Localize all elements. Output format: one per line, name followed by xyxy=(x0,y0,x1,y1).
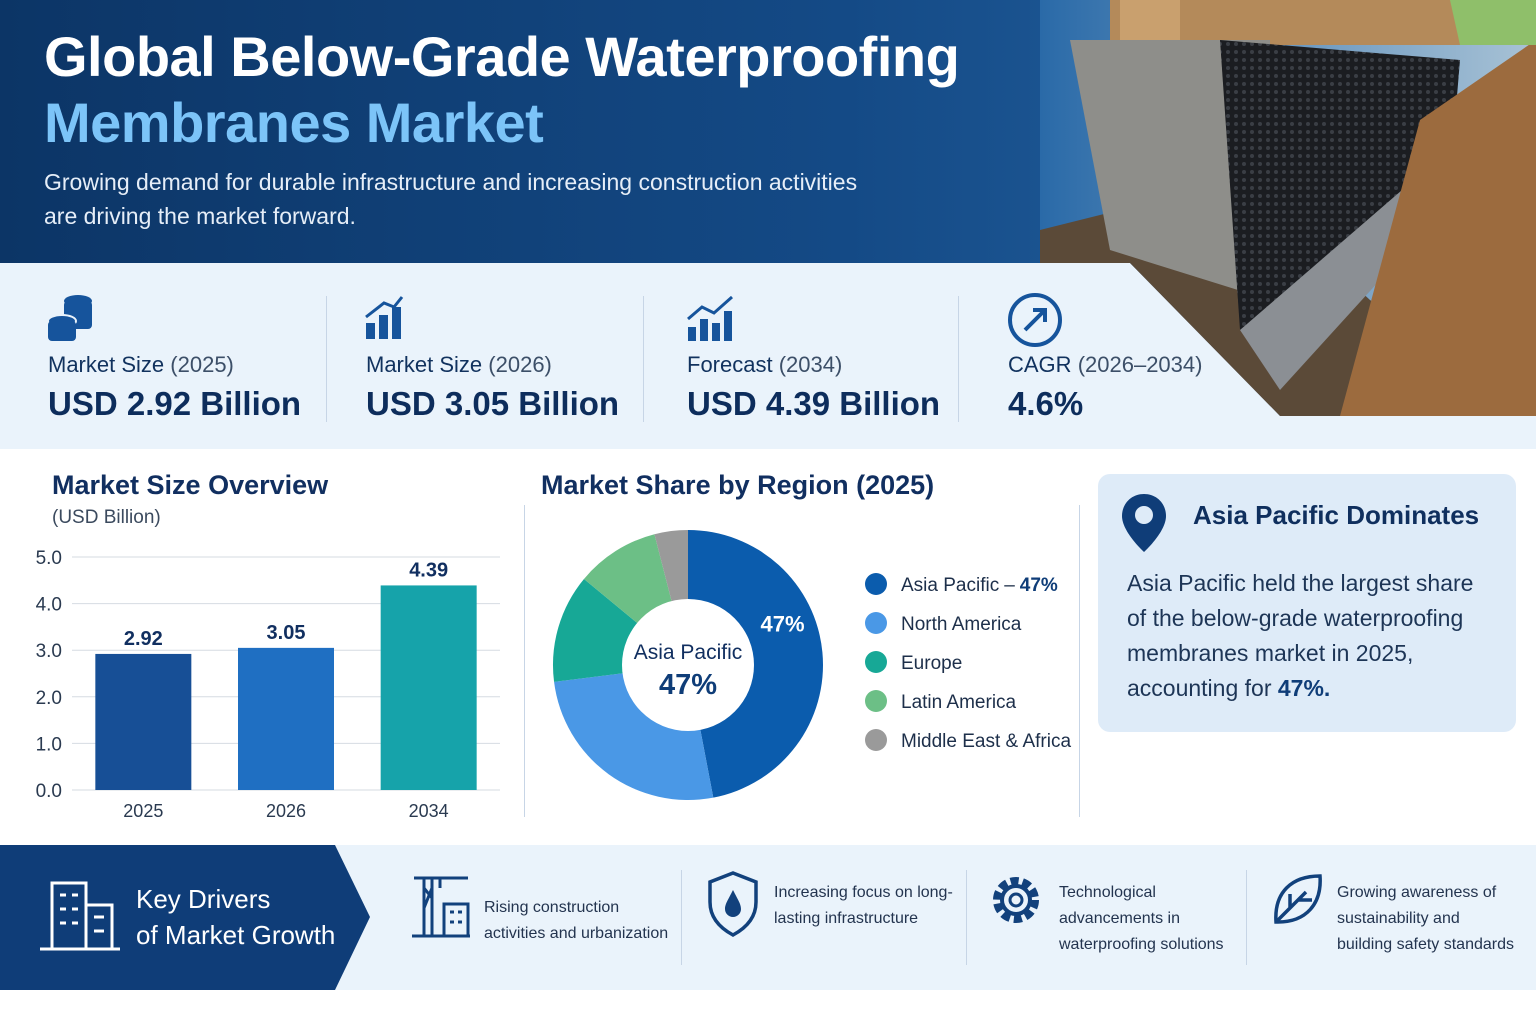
drivers-banner xyxy=(0,845,370,990)
separator xyxy=(958,296,959,422)
title: Membranes Market xyxy=(44,91,544,154)
slice-label: 47% xyxy=(761,612,805,637)
bar xyxy=(380,585,477,790)
separator xyxy=(681,870,682,965)
separator xyxy=(966,870,967,965)
y-tick-label: 3.0 xyxy=(36,641,62,662)
separator xyxy=(326,296,327,422)
stat-value: USD 3.05 Billion xyxy=(366,385,620,422)
stat-value: USD 2.92 Billion xyxy=(48,385,302,422)
chart-title: Market Size Overview xyxy=(52,470,329,500)
crane-icon xyxy=(412,876,470,938)
legend-label: Latin America xyxy=(901,692,1017,713)
callout-highlight: 47%. xyxy=(1277,675,1331,701)
center-label: Asia Pacific xyxy=(634,641,743,664)
chart-icon xyxy=(365,296,404,339)
driver-text: Rising construction activities and urban… xyxy=(484,899,669,942)
stat-label-text: Market Size xyxy=(48,352,165,377)
shield-icon xyxy=(708,871,758,937)
driver-text: Growing awareness of sustainability and … xyxy=(1337,884,1514,953)
callout-title: Asia Pacific Dominates xyxy=(1193,500,1480,530)
legend-label: North America xyxy=(901,614,1022,635)
legend-name: North America xyxy=(901,614,1022,635)
legend-label: Europe xyxy=(901,653,962,674)
stat-label-text: CAGR xyxy=(1008,352,1072,377)
legend-name: Latin America xyxy=(901,692,1017,713)
stat-label: Market Size (2026) xyxy=(366,352,552,378)
stat-period: (2026) xyxy=(488,352,552,377)
chart-title: Market Share by Region (2025) xyxy=(541,470,935,500)
stat-period: (2034) xyxy=(778,352,843,377)
stat-label: Forecast (2034) xyxy=(687,352,842,378)
drivers-title: Key Drivers xyxy=(136,884,271,914)
pin-icon xyxy=(1122,494,1166,552)
leaf-icon xyxy=(1274,874,1322,924)
value-label: 4.39 xyxy=(409,559,448,581)
legend-label: Middle East & Africa xyxy=(901,731,1071,752)
value-label: 3.05 xyxy=(267,622,306,644)
legend-name: Middle East & Africa xyxy=(901,731,1071,752)
stat-value: USD 4.39 Billion xyxy=(687,385,941,422)
stat-label: CAGR (2026–2034) xyxy=(1008,352,1202,378)
driver-text: Technological advancements in waterproof… xyxy=(1059,884,1224,953)
gear-icon xyxy=(993,877,1039,923)
callout-body: Asia Pacific held the largest share of t… xyxy=(1127,570,1474,701)
legend-swatch xyxy=(865,573,887,595)
pie-hole xyxy=(622,599,754,731)
x-tick-label: 2026 xyxy=(266,801,306,821)
stat-value: 4.6% xyxy=(1008,385,1084,422)
pie-slice xyxy=(688,530,823,798)
legend-value: 47% xyxy=(1020,575,1058,596)
y-tick-label: 4.0 xyxy=(36,595,62,616)
stat-period: (2025) xyxy=(170,352,234,377)
legend-swatch xyxy=(865,612,887,634)
callout-text: Asia Pacific held the largest share of t… xyxy=(1127,566,1497,706)
separator xyxy=(1079,505,1080,817)
charts: 0.0 1.0 2.0 3.0 4.0 5.0 2.92 2025 3.05 2026 4.39 20… xyxy=(36,530,1071,821)
stat-label: Market Size (2025) xyxy=(48,352,234,378)
separator xyxy=(643,296,644,422)
y-tick-label: 1.0 xyxy=(36,734,62,755)
x-tick-label: 2034 xyxy=(409,801,449,821)
driver-text: Increasing focus on long-lasting infrast… xyxy=(774,884,953,927)
cagr-icon xyxy=(1008,293,1062,347)
legend-name: Asia Pacific xyxy=(901,575,999,596)
y-tick-label: 2.0 xyxy=(36,688,62,709)
coins-icon xyxy=(47,295,92,341)
legend-name: Europe xyxy=(901,653,962,674)
separator xyxy=(1246,870,1247,965)
stat-label-text: Forecast xyxy=(687,352,773,377)
drivers-title: of Market Growth xyxy=(136,920,336,950)
chart-subtitle: (USD Billion) xyxy=(52,507,161,528)
stat-label-text: Market Size xyxy=(366,352,483,377)
bar xyxy=(238,647,334,790)
subtitle: Growing demand for durable infrastructur… xyxy=(44,169,858,229)
y-tick-label: 5.0 xyxy=(36,548,62,569)
x-tick-label: 2025 xyxy=(123,801,163,821)
legend-swatch xyxy=(865,651,887,673)
center-value: 47% xyxy=(659,669,717,701)
legend-label: Asia Pacific –47% xyxy=(901,575,1058,596)
value-label: 2.92 xyxy=(124,628,163,650)
y-tick-label: 0.0 xyxy=(36,781,62,802)
stat-period: (2026–2034) xyxy=(1077,352,1203,377)
legend-separator: – xyxy=(1004,575,1015,596)
growth-icon xyxy=(687,295,733,341)
legend-swatch xyxy=(865,729,887,751)
callout: Asia Pacific Dominates Asia Pacific held… xyxy=(1098,474,1516,732)
legend-swatch xyxy=(865,690,887,712)
title: Global Below-Grade Waterproofing xyxy=(44,25,960,88)
bar xyxy=(95,653,192,790)
header-photo xyxy=(1040,0,1536,416)
separator xyxy=(524,505,525,817)
